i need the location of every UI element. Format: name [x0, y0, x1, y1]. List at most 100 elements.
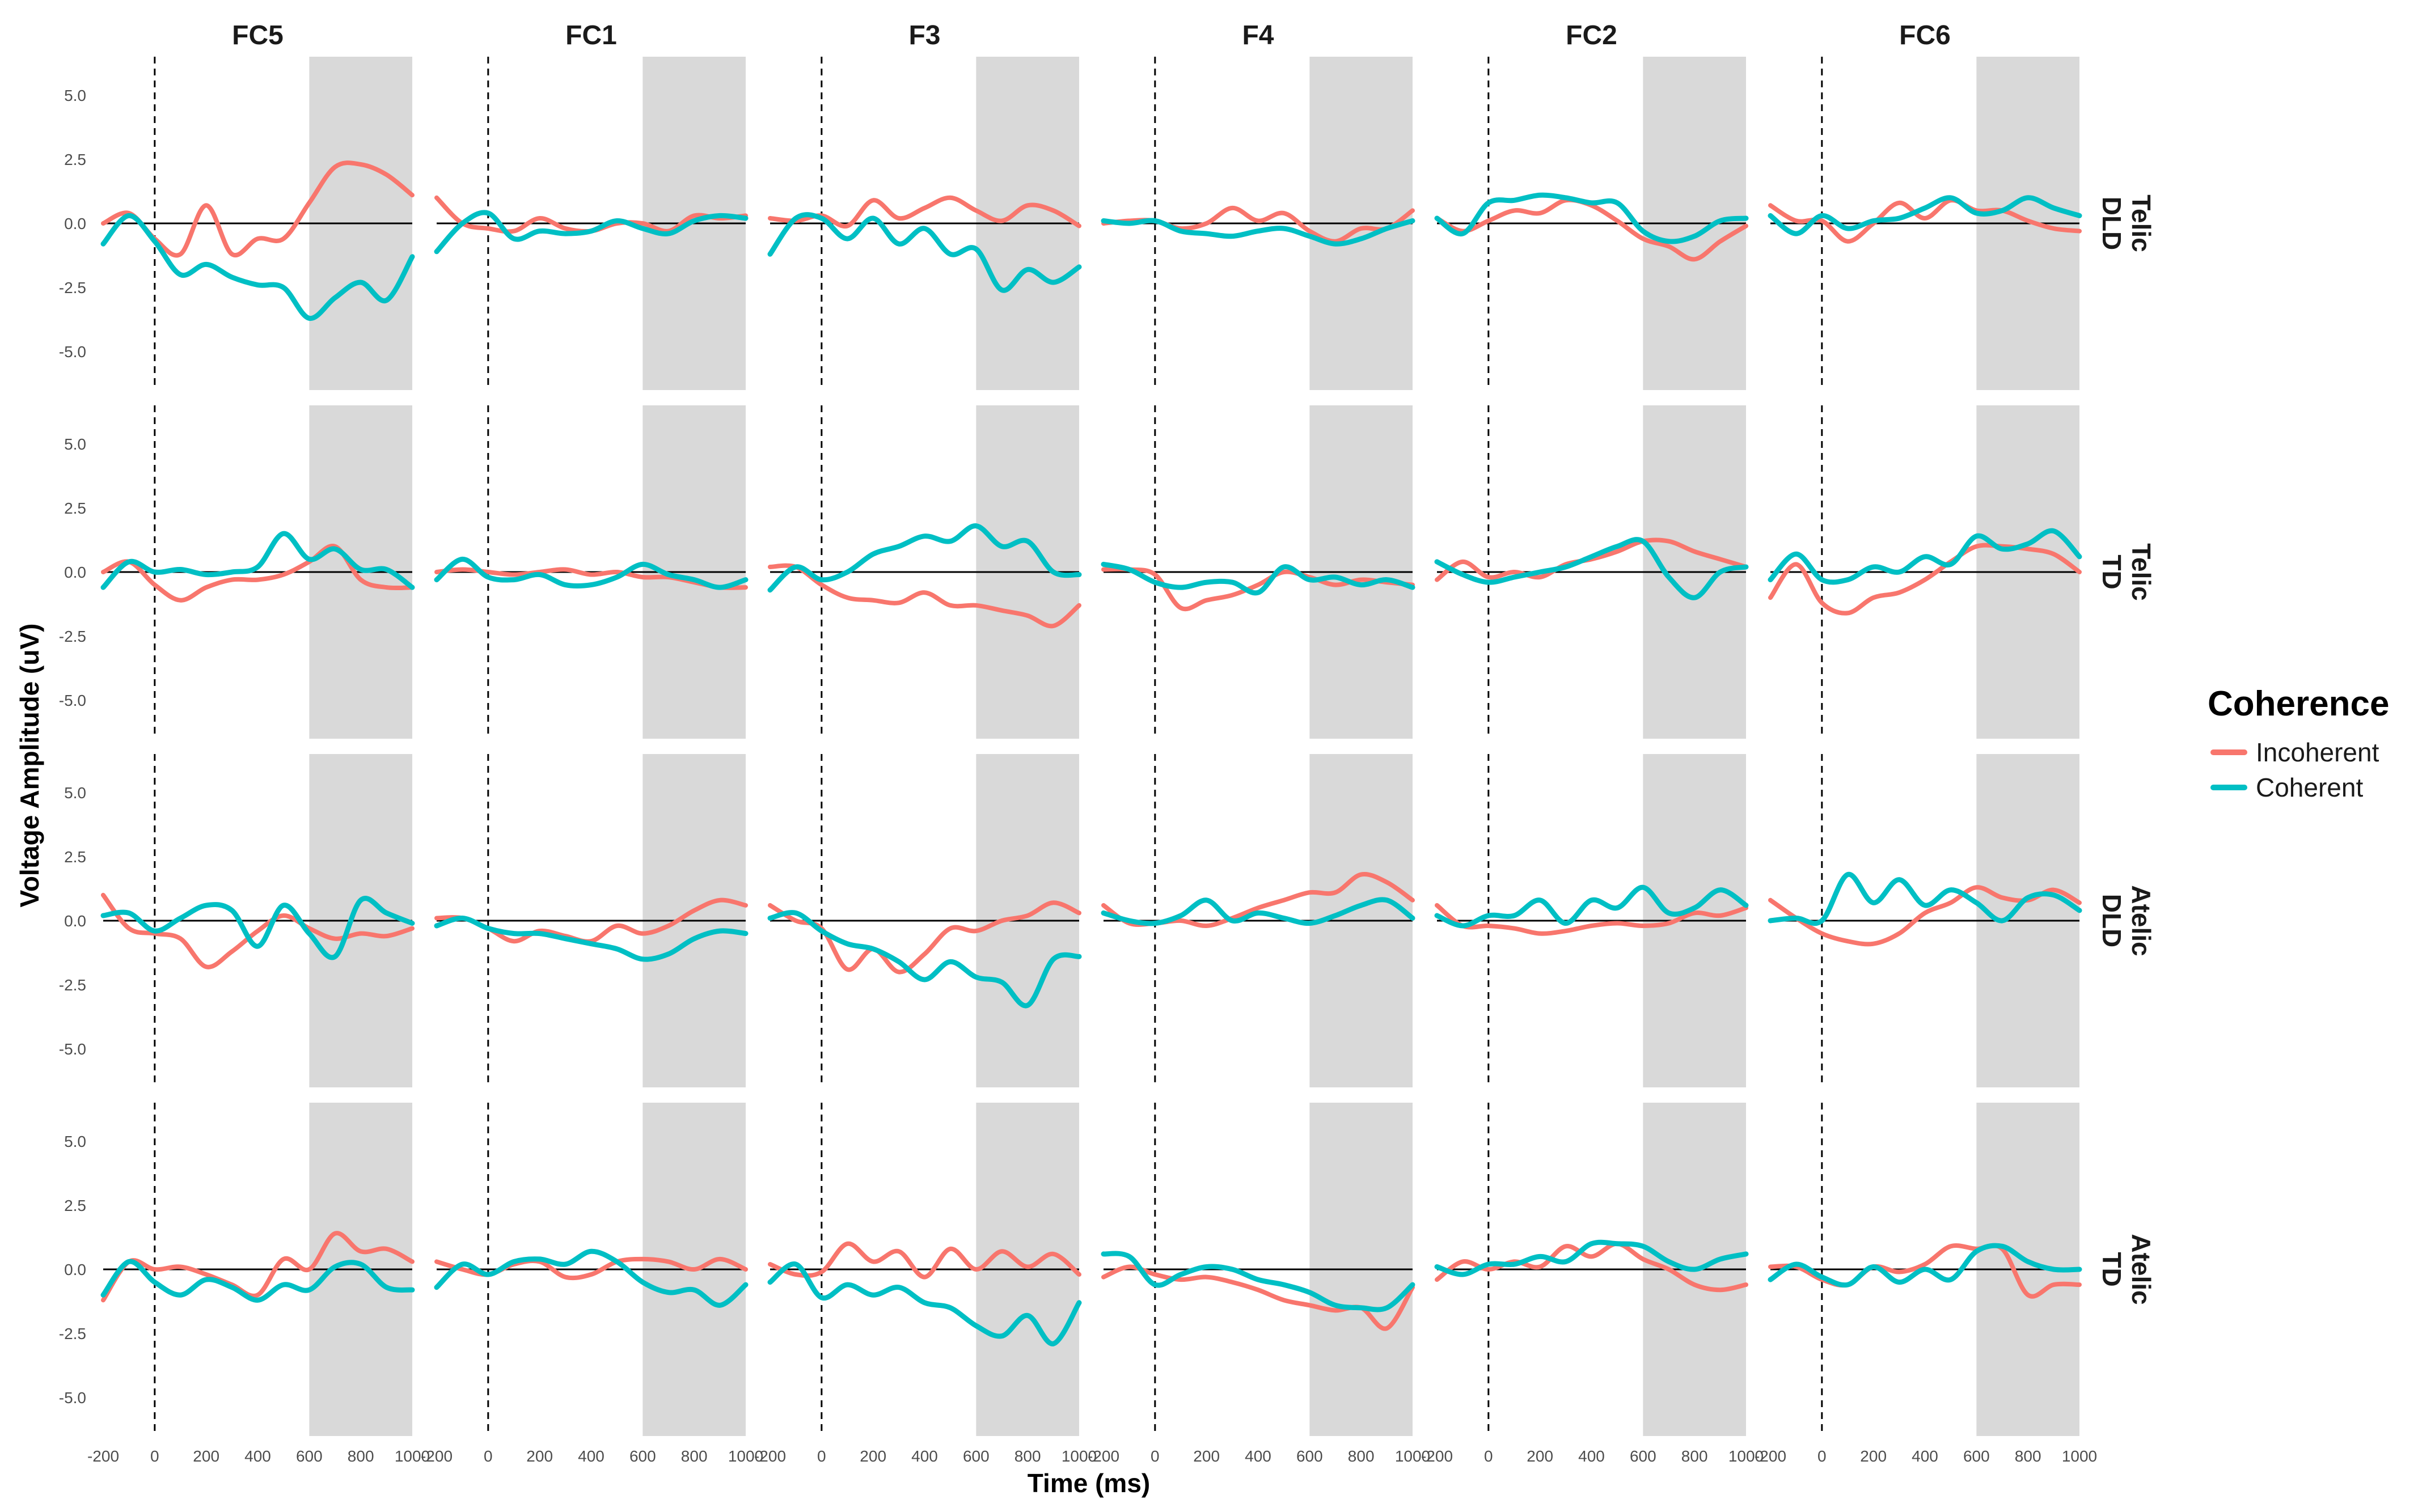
- y-tick-label-r1: -2.5: [59, 628, 86, 645]
- y-tick-label-r2: 0.0: [64, 912, 86, 930]
- y-tick-label-r0: 2.5: [64, 151, 86, 168]
- y-tick-label-r1: 2.5: [64, 499, 86, 517]
- legend-label-incoherent: Incoherent: [2256, 738, 2379, 767]
- incoherent-line-r1-c5: [1768, 543, 2082, 616]
- x-axis-title: Time (ms): [1028, 1468, 1150, 1498]
- coherent-line-r3-c1: [434, 1248, 749, 1308]
- coherent-line-r2-c0: [100, 896, 415, 960]
- coherent-line-r3-c2: [767, 1261, 1082, 1346]
- x-tick-label-fc6: 600: [1963, 1447, 1990, 1465]
- y-tick-label-r0: 0.0: [64, 215, 86, 232]
- x-tick-label-fc6: 400: [1912, 1447, 1938, 1465]
- coherent-line-r1-c0: [100, 531, 415, 590]
- x-tick-label-f4: 800: [1348, 1447, 1375, 1465]
- x-tick-label-f3: 800: [1014, 1447, 1041, 1465]
- legend: Coherence Incoherent Coherent: [2208, 684, 2389, 802]
- y-tick-label-r3: 2.5: [64, 1197, 86, 1214]
- y-tick-label-r3: 0.0: [64, 1261, 86, 1278]
- x-tick-label-fc5: 800: [348, 1447, 374, 1465]
- x-tick-label-fc1: 0: [484, 1447, 493, 1465]
- x-tick-label-f4: 200: [1193, 1447, 1220, 1465]
- y-tick-label-r1: -5.0: [59, 692, 86, 709]
- x-tick-label-fc1: 800: [681, 1447, 708, 1465]
- x-tick-label-fc5: 400: [244, 1447, 271, 1465]
- y-tick-label-r2: 2.5: [64, 848, 86, 866]
- coherent-line-r1-c3: [1101, 561, 1415, 596]
- coherent-line-r0-c4: [1434, 192, 1749, 244]
- coherent-line-r1-c4: [1434, 537, 1749, 600]
- x-tick-label-fc2: 200: [1527, 1447, 1553, 1465]
- x-tick-label-fc6: 0: [1817, 1447, 1827, 1465]
- coherent-line-r1-c2: [767, 523, 1082, 593]
- coherent-line-r0-c5: [1768, 195, 2082, 236]
- column-strip-fc2: FC2: [1566, 20, 1617, 50]
- y-tick-label-r2: -5.0: [59, 1040, 86, 1058]
- x-tick-label-f4: 0: [1151, 1447, 1160, 1465]
- x-tick-label-f3: -200: [754, 1447, 786, 1465]
- x-tick-label-fc2: -200: [1421, 1447, 1453, 1465]
- y-tick-label-r0: 5.0: [64, 87, 86, 104]
- x-tick-label-fc1: 400: [578, 1447, 604, 1465]
- x-tick-label-fc2: 400: [1578, 1447, 1605, 1465]
- incoherent-line-r3-c2: [768, 1241, 1081, 1280]
- incoherent-line-r1-c0: [101, 544, 415, 603]
- x-tick-label-fc2: 800: [1681, 1447, 1708, 1465]
- x-tick-label-fc5: 1000: [395, 1447, 430, 1465]
- x-tick-label-fc6: -200: [1755, 1447, 1786, 1465]
- coherent-line-r0-c3: [1101, 218, 1415, 247]
- x-tick-label-fc1: -200: [421, 1447, 453, 1465]
- x-tick-label-f4: 600: [1296, 1447, 1323, 1465]
- coherent-line-r2-c2: [767, 910, 1082, 1009]
- coherent-line-r2-c3: [1101, 897, 1415, 926]
- x-tick-label-f3: 400: [911, 1447, 938, 1465]
- y-tick-label-r1: 5.0: [64, 435, 86, 453]
- axis-text: FC5 FC1 F3 F4 FC2 FC6TelicDLDTelicTDAtelicDLD…: [59, 20, 2156, 1465]
- x-tick-label-fc1: 600: [629, 1447, 656, 1465]
- x-tick-label-f3: 1000: [1062, 1447, 1097, 1465]
- row-strip-aspect-2: Atelic: [2127, 885, 2156, 956]
- x-tick-label-fc1: 1000: [728, 1447, 763, 1465]
- y-tick-label-r0: -2.5: [59, 279, 86, 297]
- legend-label-coherent: Coherent: [2256, 773, 2363, 802]
- data-lines: [100, 160, 2082, 1346]
- y-axis-title: Voltage Amplitude (uV): [15, 624, 44, 908]
- column-strip-fc1: FC1: [565, 20, 617, 50]
- row-strip-group-0: DLD: [2097, 197, 2127, 251]
- y-tick-label-r0: -5.0: [59, 343, 86, 361]
- coherent-line-r1-c1: [434, 556, 749, 590]
- row-strip-aspect-0: Telic: [2127, 194, 2156, 252]
- row-strip-aspect-3: Atelic: [2127, 1234, 2156, 1305]
- incoherent-line-r3-c4: [1435, 1241, 1748, 1293]
- x-tick-label-f4: 1000: [1395, 1447, 1430, 1465]
- x-tick-label-fc1: 200: [526, 1447, 553, 1465]
- x-tick-label-fc5: -200: [87, 1447, 119, 1465]
- y-tick-label-r3: -2.5: [59, 1325, 86, 1342]
- x-tick-label-fc2: 600: [1630, 1447, 1656, 1465]
- incoherent-line-r0-c5: [1768, 198, 2082, 244]
- x-tick-label-fc5: 600: [296, 1447, 323, 1465]
- row-strip-group-2: DLD: [2097, 894, 2127, 948]
- row-strip-group-1: TD: [2097, 554, 2127, 589]
- coherent-line-r3-c3: [1101, 1251, 1415, 1312]
- legend-title: Coherence: [2208, 684, 2389, 723]
- y-tick-label-r3: -5.0: [59, 1389, 86, 1407]
- x-tick-label-fc2: 1000: [1728, 1447, 1764, 1465]
- x-tick-label-fc5: 200: [193, 1447, 219, 1465]
- x-tick-label-fc6: 200: [1860, 1447, 1887, 1465]
- y-tick-label-r3: 5.0: [64, 1133, 86, 1150]
- x-tick-label-fc6: 1000: [2062, 1447, 2097, 1465]
- x-tick-label-fc5: 0: [150, 1447, 159, 1465]
- x-tick-label-fc6: 800: [2015, 1447, 2041, 1465]
- incoherent-line-r2-c4: [1435, 903, 1748, 936]
- incoherent-line-r1-c2: [768, 563, 1081, 629]
- x-tick-label-f4: 400: [1245, 1447, 1271, 1465]
- incoherent-line-r3-c0: [101, 1231, 415, 1303]
- coherent-line-r1-c5: [1768, 528, 2082, 585]
- x-tick-label-f3: 600: [963, 1447, 990, 1465]
- x-tick-label-f3: 200: [860, 1447, 886, 1465]
- coherent-line-r3-c5: [1768, 1243, 2082, 1288]
- x-tick-label-fc2: 0: [1484, 1447, 1493, 1465]
- column-strip-fc5: FC5: [232, 20, 284, 50]
- y-tick-label-r2: -2.5: [59, 976, 86, 994]
